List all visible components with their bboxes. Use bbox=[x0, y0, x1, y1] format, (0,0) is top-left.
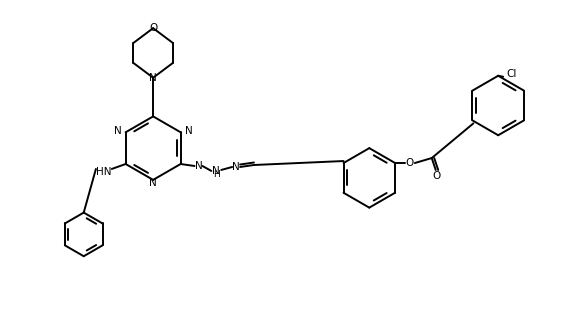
Text: N: N bbox=[185, 126, 193, 136]
Text: N: N bbox=[213, 166, 220, 176]
Text: Cl: Cl bbox=[506, 69, 516, 79]
Text: N: N bbox=[195, 161, 202, 171]
Text: N: N bbox=[232, 162, 240, 172]
Text: H: H bbox=[213, 170, 219, 179]
Text: N: N bbox=[114, 126, 121, 136]
Text: N: N bbox=[149, 73, 157, 83]
Text: HN: HN bbox=[96, 167, 112, 177]
Text: O: O bbox=[149, 23, 157, 33]
Text: O: O bbox=[406, 158, 414, 168]
Text: O: O bbox=[433, 171, 441, 181]
Text: N: N bbox=[149, 178, 157, 188]
